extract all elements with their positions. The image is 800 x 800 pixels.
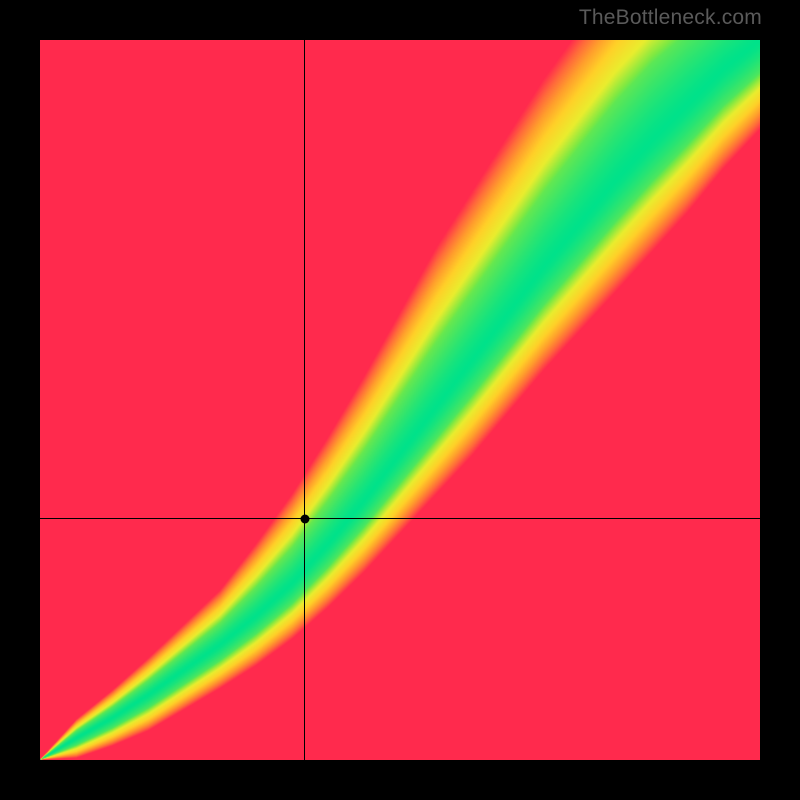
plot-area	[40, 40, 760, 760]
crosshair-vertical	[304, 40, 305, 760]
crosshair-horizontal	[40, 518, 760, 519]
watermark: TheBottleneck.com	[579, 6, 762, 30]
heatmap-canvas	[40, 40, 760, 760]
marker-dot	[300, 514, 309, 523]
chart-container: TheBottleneck.com	[0, 0, 800, 800]
